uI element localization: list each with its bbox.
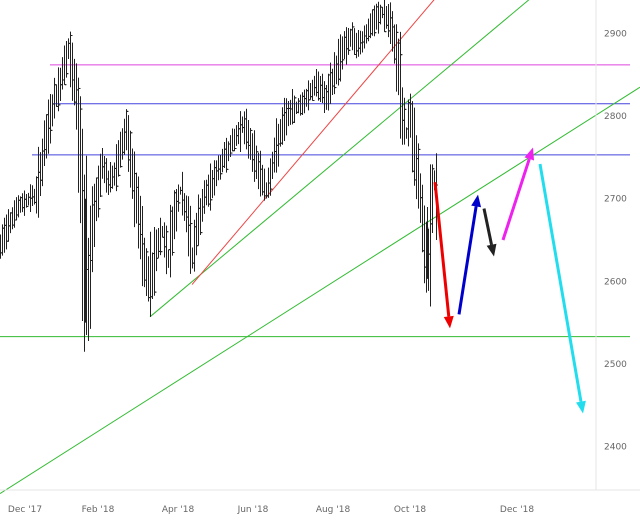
projection-arrow-head	[443, 315, 454, 329]
x-tick-label: Feb '18	[82, 505, 115, 515]
projection-arrow-head	[524, 147, 535, 161]
projection-arrow-shaft	[538, 163, 583, 402]
trend-line	[149, 0, 530, 318]
x-tick-label: Jun '18	[237, 505, 269, 515]
y-axis: 2400 2500 2600 2700 2800 2900	[604, 30, 627, 453]
trend-line	[0, 86, 640, 495]
x-tick-label: Apr '18	[162, 505, 195, 515]
y-tick-label: 2400	[604, 443, 627, 453]
y-tick-label: 2500	[604, 360, 627, 370]
projection-arrow-shaft	[501, 158, 531, 241]
x-tick-label: Dec '18	[500, 505, 534, 515]
trend-lines	[0, 0, 640, 495]
projection-arrow-shaft	[457, 206, 478, 315]
price-bars	[0, 0, 438, 352]
projection-arrow-head	[576, 400, 586, 414]
y-tick-label: 2900	[604, 30, 627, 40]
y-tick-label: 2600	[604, 277, 627, 287]
y-tick-label: 2700	[604, 195, 627, 205]
x-tick-label: Aug '18	[316, 505, 351, 515]
x-tick-label: Oct '18	[394, 505, 427, 515]
x-tick-label: Dec '17	[8, 505, 42, 515]
projection-arrow-shaft	[433, 182, 451, 317]
projection-arrow-head	[486, 243, 497, 257]
projection-arrow-shaft	[482, 208, 494, 246]
projection-arrow-head	[471, 194, 482, 208]
y-tick-label: 2800	[604, 112, 627, 122]
projection-arrows	[433, 147, 586, 414]
x-axis: Dec '17 Feb '18 Apr '18 Jun '18 Aug '18 …	[8, 505, 534, 515]
